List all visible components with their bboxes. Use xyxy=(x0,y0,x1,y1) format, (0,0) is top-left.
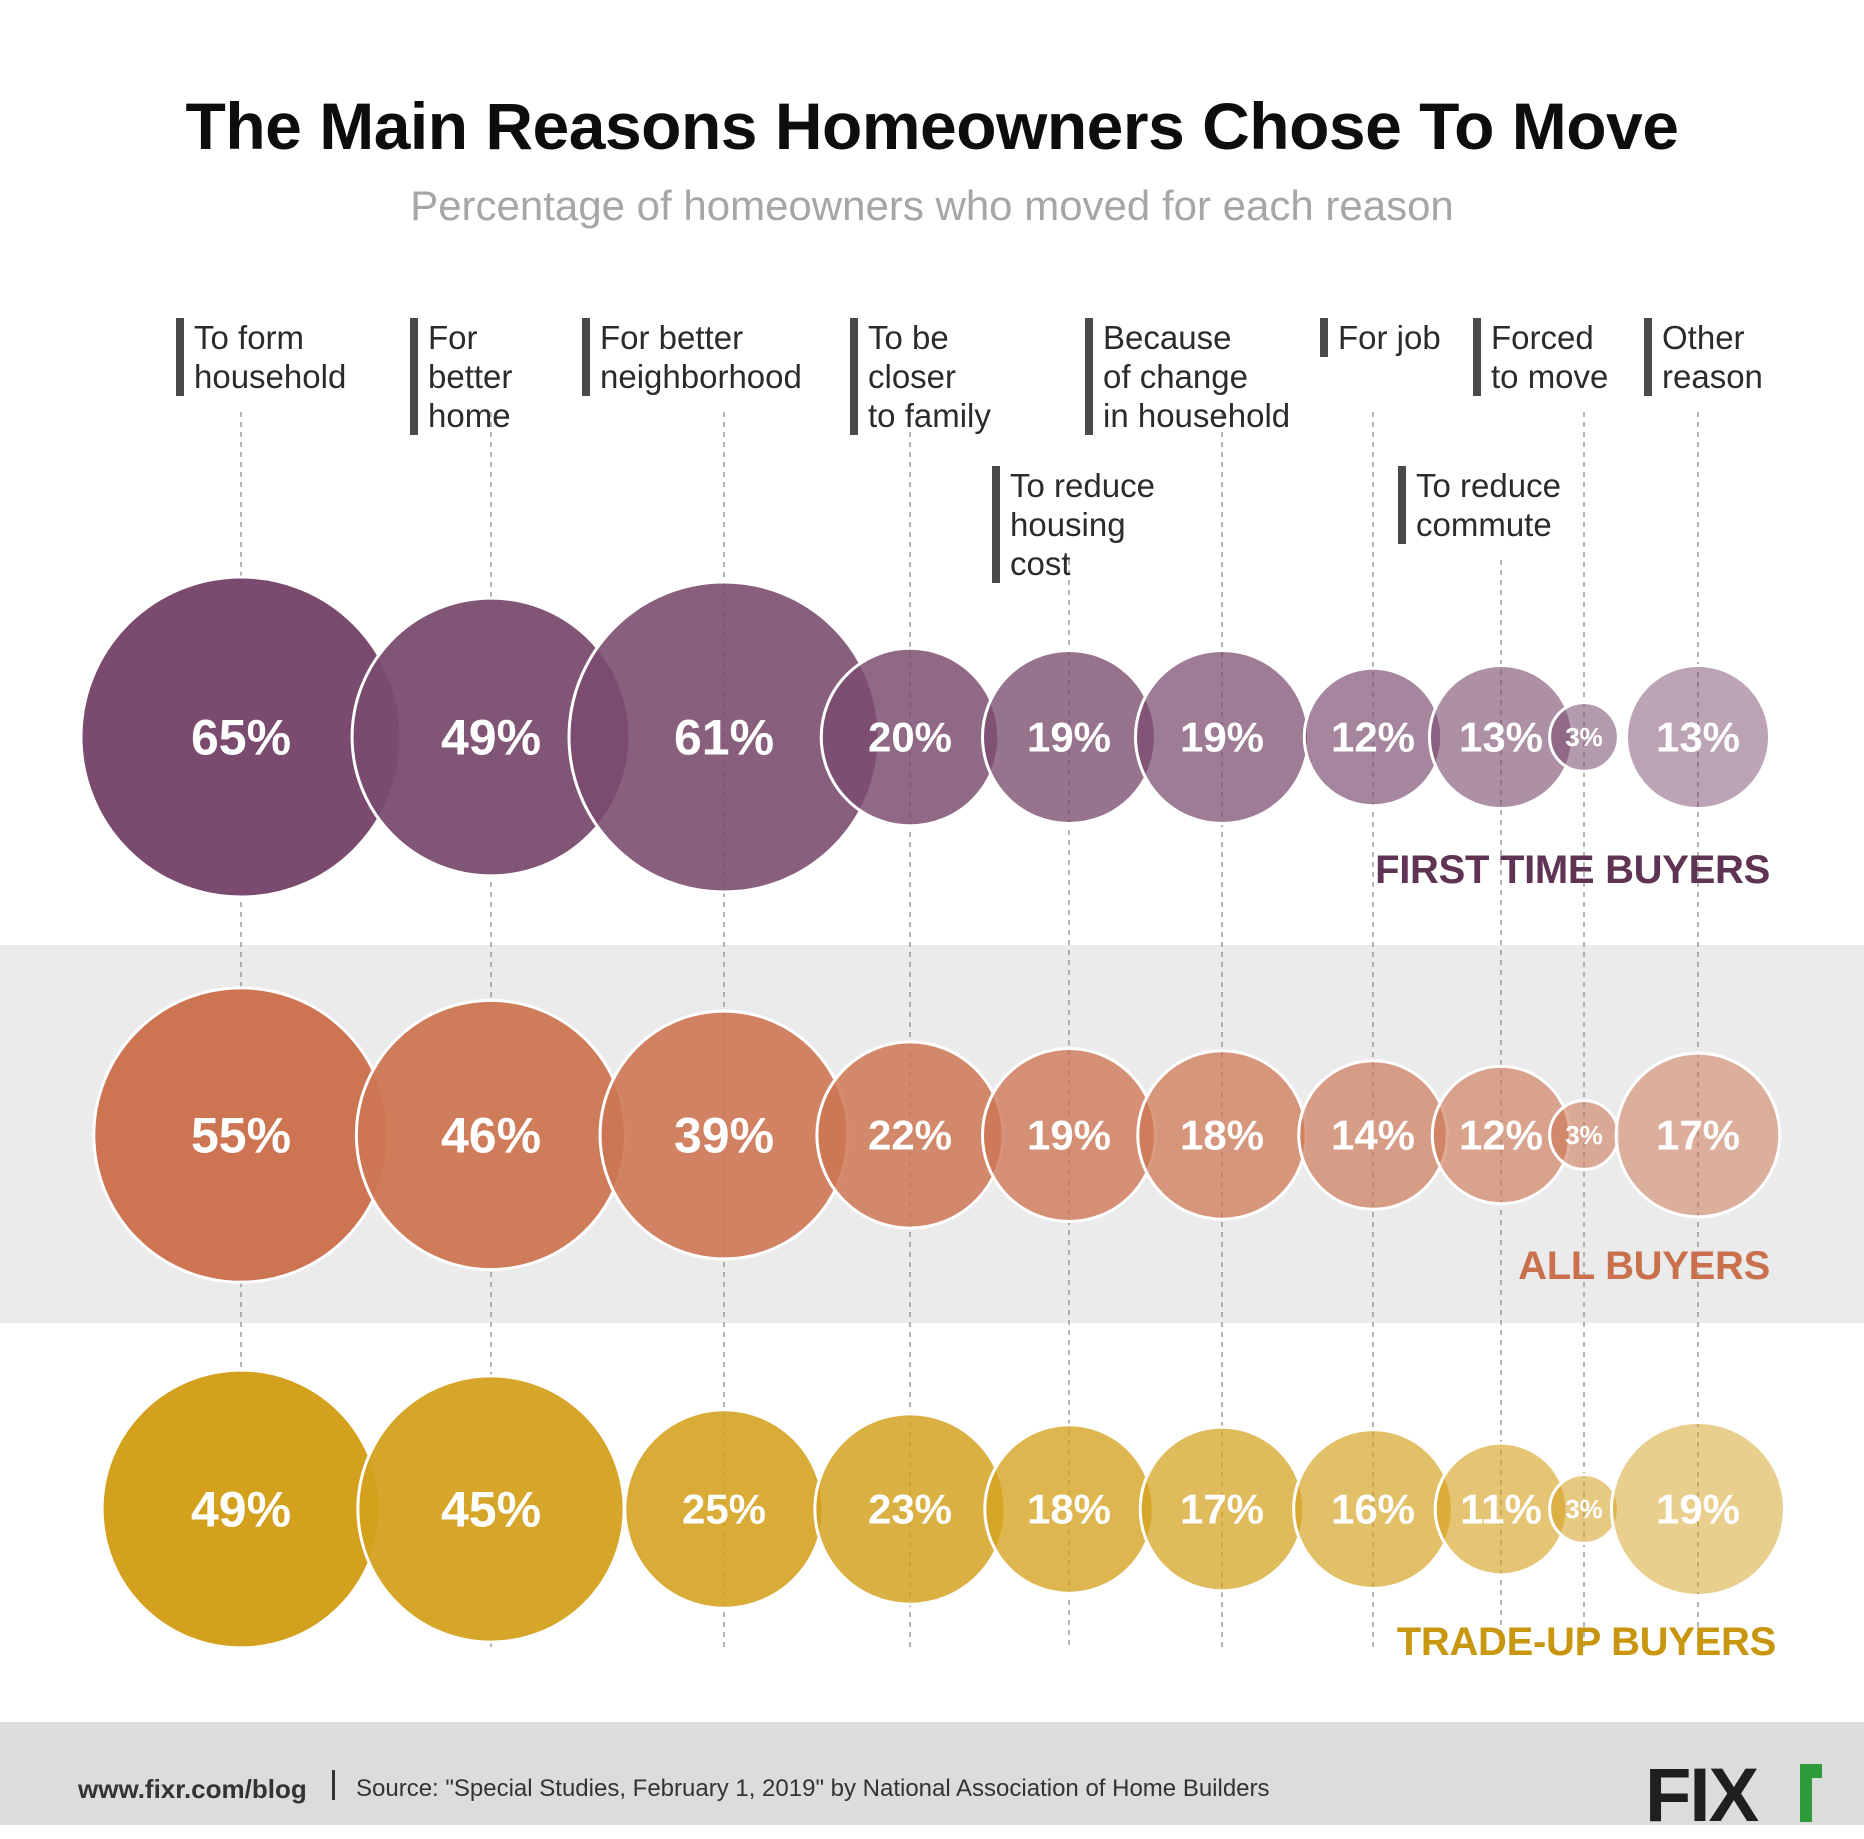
bubble-value-label: 19% xyxy=(1656,1486,1740,1533)
category-label-line: neighborhood xyxy=(600,358,802,395)
chart-subtitle: Percentage of homeowners who moved for e… xyxy=(410,182,1454,229)
category-label-line: to move xyxy=(1491,358,1609,395)
category-label: For better neighborhood xyxy=(582,318,802,396)
category-label-line: cost xyxy=(1010,545,1071,582)
category-label-line: commute xyxy=(1416,506,1552,543)
bubble-value-label: 13% xyxy=(1656,714,1740,761)
category-label: For better home xyxy=(410,318,512,435)
bubble-value-label: 39% xyxy=(674,1108,774,1164)
bubble-value-label: 11% xyxy=(1460,1486,1542,1533)
series-group: 49% 45% 25% 23% 18% 17% 16% 11% 3% 19% xyxy=(100,1368,1787,1650)
category-label-line: better xyxy=(428,358,513,395)
bubble-value-label: 3% xyxy=(1565,1120,1603,1150)
bubble-value-label: 18% xyxy=(1027,1486,1111,1533)
category-label-line: in household xyxy=(1103,397,1291,434)
category-label-line: housing xyxy=(1010,506,1126,543)
category-label-line: For better xyxy=(600,319,744,356)
category-label-line: Because xyxy=(1103,319,1232,356)
bubble-value-label: 25% xyxy=(682,1486,766,1533)
bubble-value-label: 12% xyxy=(1459,1112,1543,1159)
bubble-value-label: 20% xyxy=(868,714,952,761)
category-label-line: For xyxy=(428,319,478,356)
category-label: Other reason xyxy=(1644,318,1763,396)
bubble-value-label: 17% xyxy=(1180,1486,1264,1533)
series-label: ALL BUYERS xyxy=(1518,1244,1770,1288)
bubble-value-label: 45% xyxy=(441,1482,541,1538)
category-label-line: To reduce xyxy=(1416,467,1561,504)
bubble xyxy=(1614,1051,1782,1219)
bubble xyxy=(1609,1420,1787,1598)
bubble-value-label: 16% xyxy=(1331,1486,1415,1533)
fixr-logo: FIX xyxy=(1645,1753,1759,1838)
bubble-value-label: 14% xyxy=(1331,1112,1415,1159)
category-label-line: of change xyxy=(1103,358,1248,395)
category-label-line: Forced xyxy=(1491,319,1594,356)
bubble-value-label: 49% xyxy=(191,1482,291,1538)
category-label: To be closer to family xyxy=(850,318,991,435)
category-label-line: home xyxy=(428,397,511,434)
footer-source: Source: "Special Studies, February 1, 20… xyxy=(356,1775,1270,1802)
category-label: Forced to move xyxy=(1473,318,1608,396)
chart-title: The Main Reasons Homeowners Chose To Mov… xyxy=(185,89,1679,163)
bubble-value-label: 61% xyxy=(674,710,774,766)
footer-site-link[interactable]: www.fixr.com/blog xyxy=(78,1774,307,1804)
category-label-line: reason xyxy=(1662,358,1763,395)
category-label: To reduce commute xyxy=(1398,466,1561,544)
bubble-value-label: 19% xyxy=(1027,714,1111,761)
bubble-value-label: 55% xyxy=(191,1108,291,1164)
category-label-line: household xyxy=(194,358,347,395)
category-label-line: to family xyxy=(868,397,991,434)
series-label: TRADE-UP BUYERS xyxy=(1396,1620,1777,1664)
category-label: To form household xyxy=(176,318,346,396)
bubble-value-label: 65% xyxy=(191,710,291,766)
bubble-value-label: 3% xyxy=(1565,1494,1603,1524)
footer-separator xyxy=(332,1770,335,1800)
bubble-value-label: 3% xyxy=(1565,722,1603,752)
category-label: Because of change in household xyxy=(1085,318,1290,435)
bubble-value-label: 49% xyxy=(441,710,541,766)
bubble-value-label: 17% xyxy=(1656,1112,1740,1159)
series-group: 65% 49% 61% 20% 19% 19% 12% 13% 3% 13% xyxy=(79,575,1772,899)
footer: www.fixr.com/blog Source: "Special Studi… xyxy=(0,1722,1864,1838)
bubble-value-label: 18% xyxy=(1180,1112,1264,1159)
category-label: For job xyxy=(1320,318,1441,357)
bubble xyxy=(1624,663,1772,811)
bubble-value-label: 13% xyxy=(1459,714,1543,761)
category-label-line: For job xyxy=(1338,319,1441,356)
bubble-value-label: 22% xyxy=(868,1112,952,1159)
bubble-value-label: 19% xyxy=(1027,1112,1111,1159)
bubble-chart: 65% 49% 61% 20% 19% 19% 12% 13% 3% 13% 55% 46% 39% 22… xyxy=(79,412,1787,1650)
category-label-line: closer xyxy=(868,358,957,395)
fixr-logo-r-icon xyxy=(1800,1764,1822,1822)
category-label-line: Other xyxy=(1662,319,1745,356)
category-label-line: To reduce xyxy=(1010,467,1155,504)
bubble-value-label: 19% xyxy=(1180,714,1264,761)
bubble-value-label: 12% xyxy=(1331,714,1415,761)
category-label-line: To be xyxy=(868,319,949,356)
bubble-value-label: 23% xyxy=(868,1486,952,1533)
series-group: 55% 46% 39% 22% 19% 18% 14% 12% 3% 17% xyxy=(92,986,1782,1284)
bubble-value-label: 46% xyxy=(441,1108,541,1164)
category-label-line: To form xyxy=(194,319,305,356)
bubble xyxy=(1548,701,1620,773)
series-label: FIRST TIME BUYERS xyxy=(1375,848,1770,892)
category-label: To reduce housing cost xyxy=(992,466,1155,583)
